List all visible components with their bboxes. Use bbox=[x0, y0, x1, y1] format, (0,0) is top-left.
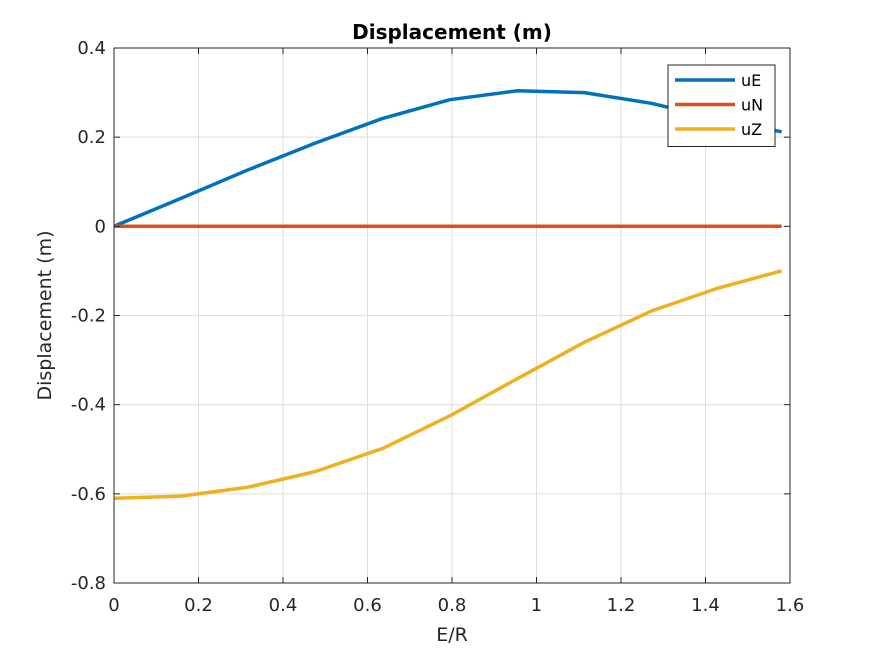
x-tick-label-8: 1.6 bbox=[776, 595, 805, 616]
x-tick-label-0: 0 bbox=[108, 595, 119, 616]
y-tick-label-1: -0.6 bbox=[71, 484, 106, 505]
series-line-uZ bbox=[113, 269, 783, 501]
y-tick-label-0: -0.8 bbox=[71, 573, 106, 594]
y-tick-label-4: 0 bbox=[95, 216, 106, 237]
x-tick-label-6: 1.2 bbox=[607, 595, 636, 616]
y-tick-label-3: -0.2 bbox=[71, 306, 106, 327]
y-tick-label-2: -0.4 bbox=[71, 395, 106, 416]
legend-label-uN: uN bbox=[741, 96, 763, 115]
x-tick-label-5: 1 bbox=[531, 595, 542, 616]
x-tick-label-2: 0.4 bbox=[269, 595, 298, 616]
x-tick-label-1: 0.2 bbox=[184, 595, 213, 616]
legend-label-uE: uE bbox=[741, 71, 761, 90]
x-axis-label: E/R bbox=[436, 624, 468, 646]
chart-title: Displacement (m) bbox=[352, 20, 552, 44]
x-tick-label-7: 1.4 bbox=[691, 595, 720, 616]
legend-label-uZ: uZ bbox=[741, 120, 762, 139]
y-axis-label: Displacement (m) bbox=[34, 231, 56, 401]
y-tick-label-6: 0.4 bbox=[77, 38, 106, 59]
x-tick-label-4: 0.8 bbox=[438, 595, 467, 616]
y-tick-label-5: 0.2 bbox=[77, 127, 106, 148]
axis-ticks: 0 0.2 0.4 0.6 0.8 1 1.2 1.4 1.6 -0.8 -0.6 -0.4 -0.2 0… bbox=[71, 38, 804, 616]
x-tick-label-3: 0.6 bbox=[353, 595, 382, 616]
legend: uE uN uZ bbox=[667, 64, 776, 147]
